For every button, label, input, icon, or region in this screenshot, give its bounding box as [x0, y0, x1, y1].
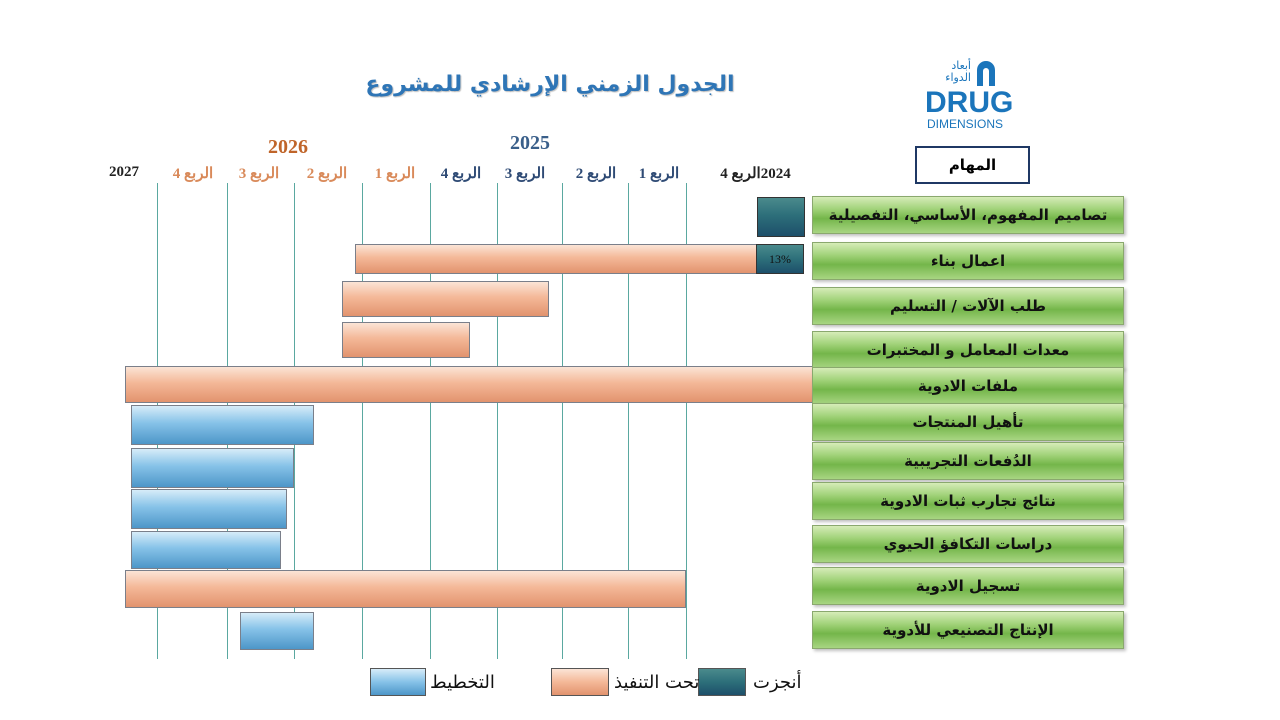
task-name: نتائج تجارب ثبات الادوية [880, 492, 1056, 510]
legend-swatch-planning [370, 668, 426, 696]
legend-label-in-progress: تحت التنفيذ [614, 672, 700, 693]
task-row[interactable]: نتائج تجارب ثبات الادوية [812, 482, 1124, 520]
task-name: تسجيل الادوية [915, 577, 1021, 595]
tasks-header-label: المهام [948, 156, 997, 174]
logo-arabic-text: أبعاد الدواء [925, 60, 971, 84]
gantt-bar-planning [130, 405, 315, 445]
gantt-bar-in-progress [341, 281, 549, 317]
logo-brand: DRUG [925, 86, 1014, 119]
chart-title: الجدول الزمني الإرشادي للمشروع [365, 72, 735, 97]
year-label-2025: 2025 [510, 132, 550, 154]
gantt-bar-done [757, 197, 805, 237]
year-label-2026: 2026 [268, 136, 308, 158]
timeline-label: الربع 4 [172, 166, 214, 182]
gantt-bar-in-progress [125, 366, 817, 403]
gridline [362, 183, 363, 659]
timeline-label: الربع 4 [440, 166, 482, 182]
timeline-label: 2024الربع 4 [720, 166, 791, 182]
gridline [497, 183, 498, 659]
task-name: دراسات التكافؤ الحيوي [883, 535, 1053, 553]
company-logo: أبعاد الدواء DRUG DIMENSIONS [925, 60, 1025, 132]
task-row[interactable]: الإنتاج التصنيعي للأدوية [812, 611, 1124, 649]
task-row[interactable]: طلب الآلات / التسليم [812, 287, 1124, 325]
logo-subtitle: DIMENSIONS [927, 117, 1004, 131]
gridline [562, 183, 563, 659]
timeline-label: الربع 1 [638, 166, 680, 182]
gantt-bar-in-progress [355, 244, 794, 274]
legend-swatch-done [698, 668, 746, 696]
gridline [430, 183, 431, 659]
timeline-label: الربع 1 [374, 166, 416, 182]
task-name: اعمال بناء [930, 252, 1006, 270]
gantt-bar-planning [240, 612, 315, 650]
progress-badge: 13% [756, 244, 804, 274]
legend-label-planning: التخطيط [430, 672, 495, 693]
timeline-label: 2027 [109, 164, 139, 180]
task-name: ملفات الادوية [917, 377, 1019, 395]
gantt-bar-planning [130, 448, 294, 488]
legend-label-done: أنجزت [753, 672, 802, 693]
timeline-label: الربع 3 [238, 166, 280, 182]
task-name: الدُفعات التجريبية [904, 452, 1032, 470]
task-name: طلب الآلات / التسليم [890, 297, 1046, 315]
gridline [628, 183, 629, 659]
timeline-label: الربع 2 [306, 166, 348, 182]
task-row[interactable]: اعمال بناء [812, 242, 1124, 280]
gantt-bar-planning [130, 531, 281, 569]
timeline-label: الربع 2 [575, 166, 617, 182]
logo-arabic-line2: الدواء [945, 71, 971, 84]
task-name: الإنتاج التصنيعي للأدوية [882, 621, 1054, 639]
task-row[interactable]: تأهيل المنتجات [812, 403, 1124, 441]
task-name: معدات المعامل و المختبرات [866, 341, 1070, 359]
tasks-header: المهام [915, 146, 1030, 184]
task-row[interactable]: تصاميم المفهوم، الأساسي، التفصيلية [812, 196, 1124, 234]
logo-arabic-line1: أبعاد [951, 59, 971, 72]
task-row[interactable]: معدات المعامل و المختبرات [812, 331, 1124, 369]
timeline-label: الربع 3 [504, 166, 546, 182]
logo-arch-icon [977, 61, 995, 86]
task-name: تأهيل المنتجات [912, 413, 1024, 431]
gridline [686, 183, 687, 659]
task-row[interactable]: الدُفعات التجريبية [812, 442, 1124, 480]
gantt-bar-in-progress [341, 322, 471, 358]
legend-swatch-in-progress [551, 668, 609, 696]
task-name: تصاميم المفهوم، الأساسي، التفصيلية [828, 206, 1108, 224]
gantt-bar-in-progress [125, 570, 686, 608]
task-row[interactable]: ملفات الادوية [812, 367, 1124, 405]
task-row[interactable]: تسجيل الادوية [812, 567, 1124, 605]
gantt-bar-planning [130, 489, 288, 529]
task-row[interactable]: دراسات التكافؤ الحيوي [812, 525, 1124, 563]
